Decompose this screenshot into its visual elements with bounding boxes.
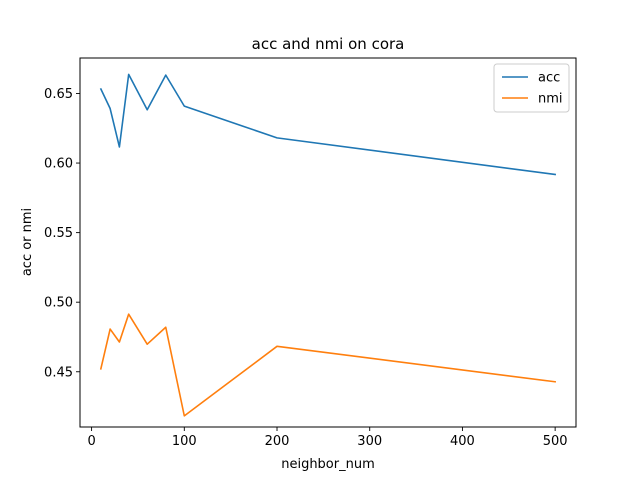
x-tick-label: 0: [87, 434, 95, 449]
x-tick-label: 300: [357, 434, 382, 449]
chart-title: acc and nmi on cora: [252, 35, 405, 53]
series-line-nmi: [99, 313, 557, 417]
legend-label-acc: acc: [538, 71, 560, 86]
y-tick-label: 0.45: [44, 365, 73, 380]
plot-frame: [79, 57, 577, 428]
x-tick-label: 100: [172, 434, 197, 449]
legend-label-nmi: nmi: [538, 92, 563, 107]
y-tick-label: 0.50: [44, 296, 73, 311]
legend-box: [493, 63, 570, 113]
series-line-acc: [99, 73, 557, 176]
series-layer: [99, 73, 557, 417]
y-tick-label: 0.65: [44, 87, 73, 102]
y-tick-label: 0.60: [44, 157, 73, 172]
legend: acc nmi: [493, 63, 570, 113]
y-axis: 0.45 0.50 0.55 0.60 0.65: [44, 87, 80, 380]
y-axis-label: acc or nmi: [20, 208, 35, 276]
x-tick-label: 400: [450, 434, 475, 449]
y-tick-label: 0.55: [44, 226, 73, 241]
x-tick-label: 500: [543, 434, 568, 449]
x-axis: 0 100 200 300 400 500: [87, 427, 568, 449]
x-tick-label: 200: [265, 434, 290, 449]
x-axis-label: neighbor_num: [281, 457, 375, 472]
